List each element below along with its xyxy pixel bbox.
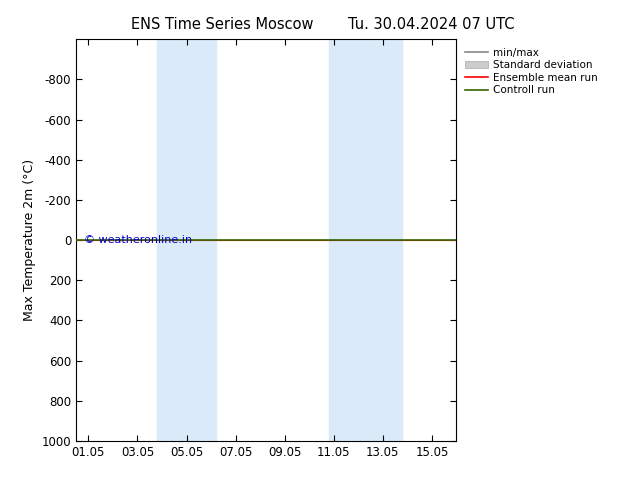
Text: ENS Time Series Moscow: ENS Time Series Moscow (131, 17, 313, 32)
Bar (157, 39, 216, 441)
Legend: min/max, Standard deviation, Ensemble mean run, Controll run: min/max, Standard deviation, Ensemble me… (462, 45, 601, 98)
Y-axis label: Max Temperature 2m (°C): Max Temperature 2m (°C) (23, 159, 36, 321)
Bar (363, 39, 403, 441)
Text: Tu. 30.04.2024 07 UTC: Tu. 30.04.2024 07 UTC (348, 17, 514, 32)
Text: © weatheronline.in: © weatheronline.in (84, 235, 192, 245)
Bar (329, 39, 363, 441)
